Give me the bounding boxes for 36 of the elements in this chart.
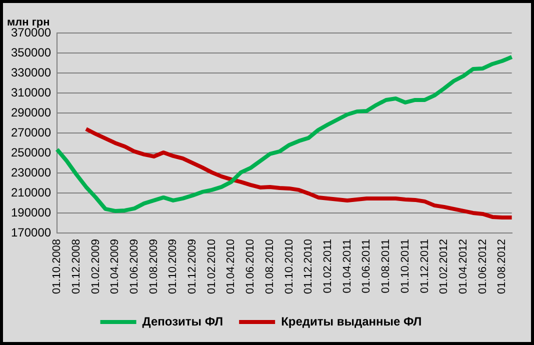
x-tick-label: 01.10.2010 xyxy=(283,238,296,294)
x-tick-label: 01.10.2008 xyxy=(51,238,64,294)
x-tick-label: 01.02.2009 xyxy=(90,238,102,294)
x-tick-label: 01.06.2012 xyxy=(476,238,489,294)
y-tick-label: 210000 xyxy=(10,185,52,200)
y-tick-label: 190000 xyxy=(10,205,52,220)
x-tick-label: 01.04.2012 xyxy=(457,238,470,294)
y-tick-label: 310000 xyxy=(10,85,52,100)
x-tick-label: 01.08.2012 xyxy=(496,238,508,294)
y-tick-label: 230000 xyxy=(10,165,52,180)
y-tick-label: 250000 xyxy=(10,145,52,160)
x-tick-label: 01.06.2009 xyxy=(128,238,140,294)
x-tick-label: 01.10.2011 xyxy=(399,238,412,294)
y-tick-label: 330000 xyxy=(10,65,52,80)
x-tick-label: 01.12.2008 xyxy=(70,238,82,294)
y-tick-label: 270000 xyxy=(10,125,52,140)
x-tick-label: 01.08.2009 xyxy=(148,238,160,294)
x-tick-label: 01.10.2009 xyxy=(167,238,180,294)
x-tick-label: 01.06.2011 xyxy=(360,238,373,294)
x-tick-label: 01.08.2011 xyxy=(380,238,392,294)
x-tick-label: 01.04.2010 xyxy=(225,238,238,294)
x-tick-label: 01.12.2010 xyxy=(302,238,315,294)
legend-label: Кредиты выданные ФЛ xyxy=(281,314,422,328)
x-tick-label: 01.12.2011 xyxy=(418,238,431,294)
y-tick-label: 290000 xyxy=(10,105,52,120)
x-tick-label: 01.02.2010 xyxy=(206,238,218,294)
x-tick-label: 01.02.2011 xyxy=(322,238,334,294)
x-tick-label: 01.12.2009 xyxy=(186,238,199,294)
x-tick-label: 01.04.2011 xyxy=(341,238,354,294)
x-tick-label: 01.04.2009 xyxy=(109,238,122,294)
x-tick-label: 01.08.2010 xyxy=(264,238,276,294)
legend-label: Депозиты ФЛ xyxy=(142,314,224,328)
x-tick-label: 01.02.2012 xyxy=(438,238,450,294)
y-tick-label: 170000 xyxy=(10,225,52,240)
x-tick-label: 01.06.2010 xyxy=(244,238,257,294)
y-tick-label: 350000 xyxy=(10,45,52,60)
